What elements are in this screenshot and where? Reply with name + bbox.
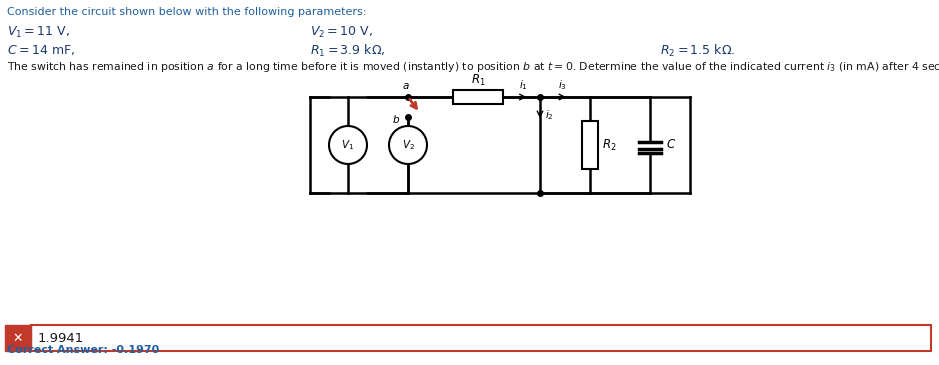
Text: $R_2 = 1.5\ \mathrm{k\Omega}.$: $R_2 = 1.5\ \mathrm{k\Omega}.$ [660, 43, 735, 59]
Text: $V_2$: $V_2$ [402, 138, 414, 152]
Text: Consider the circuit shown below with the following parameters:: Consider the circuit shown below with th… [7, 7, 366, 17]
Text: ✕: ✕ [13, 331, 23, 345]
Text: $i_3$: $i_3$ [558, 78, 566, 92]
Text: $R_2$: $R_2$ [602, 138, 617, 153]
Text: $R_1$: $R_1$ [470, 73, 485, 88]
Bar [31, 325, 931, 351]
Text: $b$: $b$ [392, 113, 400, 125]
Bar [5, 325, 31, 351]
Circle shape [389, 126, 427, 164]
Text: $V_2 = 10\ \mathrm{V},$: $V_2 = 10\ \mathrm{V},$ [310, 25, 373, 40]
Text: 1.9941: 1.9941 [38, 331, 85, 345]
Text: $R_1 = 3.9\ \mathrm{k\Omega},$: $R_1 = 3.9\ \mathrm{k\Omega},$ [310, 43, 385, 59]
Text: $i_2$: $i_2$ [545, 108, 554, 122]
Text: $i_1$: $i_1$ [519, 78, 528, 92]
Text: $V_1$: $V_1$ [342, 138, 355, 152]
Text: The switch has remained in position $a$ for a long time before it is moved (inst: The switch has remained in position $a$ … [7, 60, 939, 74]
Text: Correct Answer: -0.1970: Correct Answer: -0.1970 [7, 345, 160, 355]
Bar [582, 121, 598, 169]
Circle shape [329, 126, 367, 164]
Text: $V_1 = 11\ \mathrm{V},$: $V_1 = 11\ \mathrm{V},$ [7, 25, 70, 40]
Text: $a$: $a$ [402, 81, 409, 91]
Text: $C$: $C$ [666, 138, 676, 151]
Bar [453, 90, 503, 104]
Text: $C = 14\ \mathrm{mF},$: $C = 14\ \mathrm{mF},$ [7, 43, 75, 57]
